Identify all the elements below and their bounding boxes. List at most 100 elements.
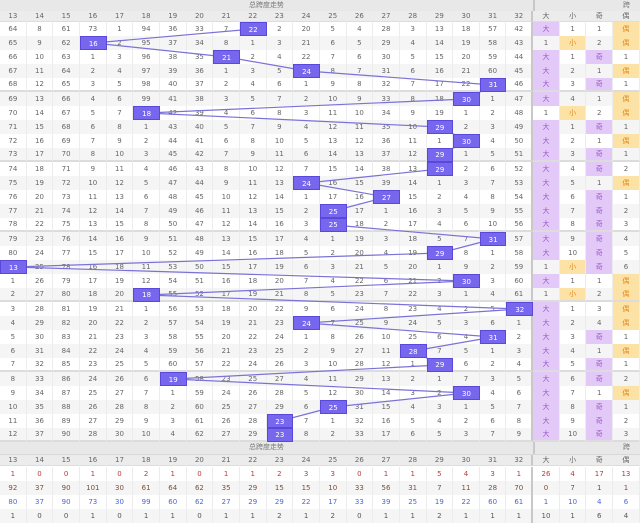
attribute-hit-cell: 奇 [586, 428, 614, 442]
miss-cell: 1 [453, 148, 480, 162]
attribute-hit-cell: 奇 [586, 162, 614, 176]
miss-cell: 5 [426, 316, 454, 330]
miss-cell: 2 [240, 50, 267, 64]
miss-cell: 64 [0, 22, 27, 36]
miss-cell: 72 [53, 176, 80, 190]
miss-cell: 1 [533, 260, 560, 274]
miss-cell: 2 [613, 162, 640, 176]
miss-cell: 5 [80, 106, 107, 120]
attribute-hit-cell: 大 [533, 218, 560, 232]
stats-cell: 92 [0, 481, 27, 495]
attribute-hit-cell: 奇 [586, 372, 614, 386]
miss-cell: 3 [160, 414, 187, 428]
attribute-hit-cell: 偶 [613, 288, 640, 302]
miss-cell: 8 [559, 400, 587, 414]
column-header-cell: 30 [453, 455, 480, 466]
hit-number-cell: 18 [133, 106, 160, 120]
miss-cell: 14 [213, 246, 240, 260]
miss-cell: 11 [107, 162, 134, 176]
miss-cell: 4 [559, 344, 587, 358]
miss-cell: 2 [586, 106, 614, 120]
miss-cell: 11 [346, 120, 374, 134]
miss-cell: 12 [213, 218, 240, 232]
miss-cell: 9 [107, 134, 134, 148]
column-header-cell: 17 [106, 11, 134, 22]
miss-cell: 24 [27, 246, 54, 260]
column-header-cell: 大 [533, 11, 560, 22]
column-header-cell: 13 [0, 455, 27, 466]
miss-cell: 25 [26, 260, 54, 274]
miss-cell: 9 [506, 428, 534, 442]
miss-cell: 2 [427, 190, 454, 204]
miss-cell: 10 [559, 428, 587, 442]
miss-cell: 19 [26, 176, 54, 190]
stats-cell: 64 [159, 481, 187, 495]
stats-cell: 35 [213, 481, 240, 495]
stats-cell: 0 [107, 467, 134, 481]
miss-cell: 1 [586, 274, 614, 288]
miss-cell: 5 [293, 134, 320, 148]
miss-cell: 44 [506, 50, 534, 64]
stats-cell: 15 [293, 481, 320, 495]
miss-cell: 14 [319, 148, 347, 162]
miss-cell: 26 [79, 400, 107, 414]
miss-cell: 45 [187, 190, 214, 204]
miss-cell: 2 [613, 372, 640, 386]
miss-cell: 8 [133, 400, 160, 414]
miss-cell: 5 [506, 372, 534, 386]
miss-cell: 5 [453, 344, 480, 358]
miss-cell: 1 [613, 190, 640, 204]
stats-cell: 25 [400, 495, 427, 509]
miss-cell: 7 [453, 232, 480, 246]
miss-cell: 3 [613, 428, 640, 442]
miss-cell: 12 [133, 274, 160, 288]
miss-cell: 1 [239, 36, 267, 50]
miss-cell: 9 [373, 316, 400, 330]
miss-cell: 53 [159, 260, 187, 274]
miss-cell: 22 [453, 78, 480, 92]
miss-cell: 5 [426, 232, 454, 246]
miss-cell: 6 [399, 428, 427, 442]
miss-cell: 3 [0, 302, 27, 316]
miss-cell: 3 [453, 316, 480, 330]
miss-cell: 13 [26, 92, 54, 106]
miss-cell: 20 [293, 22, 320, 36]
stats-cell: 28 [479, 481, 507, 495]
column-header-cell: 22 [239, 11, 267, 22]
column-header-cell: 小 [559, 11, 587, 22]
miss-cell: 42 [506, 22, 534, 36]
miss-cell: 18 [426, 92, 454, 106]
hit-number-cell: 23 [266, 428, 294, 442]
miss-cell: 6 [453, 358, 480, 372]
miss-cell: 44 [186, 176, 214, 190]
miss-cell: 11 [319, 372, 347, 386]
miss-cell: 28 [106, 400, 134, 414]
miss-cell: 42 [186, 148, 214, 162]
miss-cell: 1 [533, 106, 560, 120]
attribute-hit-cell: 大 [533, 50, 560, 64]
miss-cell: 2 [293, 344, 320, 358]
miss-cell: 1 [107, 22, 134, 36]
miss-cell: 71 [53, 162, 80, 176]
miss-cell: 7 [293, 162, 320, 176]
miss-cell: 2 [559, 316, 587, 330]
miss-cell: 21 [400, 274, 427, 288]
miss-cell: 12 [267, 162, 294, 176]
miss-cell: 24 [79, 372, 107, 386]
miss-cell: 36 [27, 414, 54, 428]
miss-cell: 1 [613, 78, 640, 92]
miss-cell: 10 [213, 190, 240, 204]
miss-cell: 26 [213, 414, 240, 428]
miss-cell: 15 [26, 120, 54, 134]
miss-cell: 1 [319, 232, 347, 246]
miss-cell: 38 [186, 92, 214, 106]
miss-cell: 19 [266, 260, 294, 274]
miss-cell: 7 [399, 78, 427, 92]
miss-cell: 8 [293, 288, 320, 302]
miss-cell: 40 [186, 120, 214, 134]
miss-cell: 53 [506, 176, 534, 190]
miss-cell: 23 [213, 372, 240, 386]
attribute-hit-cell: 大 [533, 274, 560, 288]
stats-cell: 17 [586, 467, 614, 481]
miss-cell: 7 [133, 386, 160, 400]
